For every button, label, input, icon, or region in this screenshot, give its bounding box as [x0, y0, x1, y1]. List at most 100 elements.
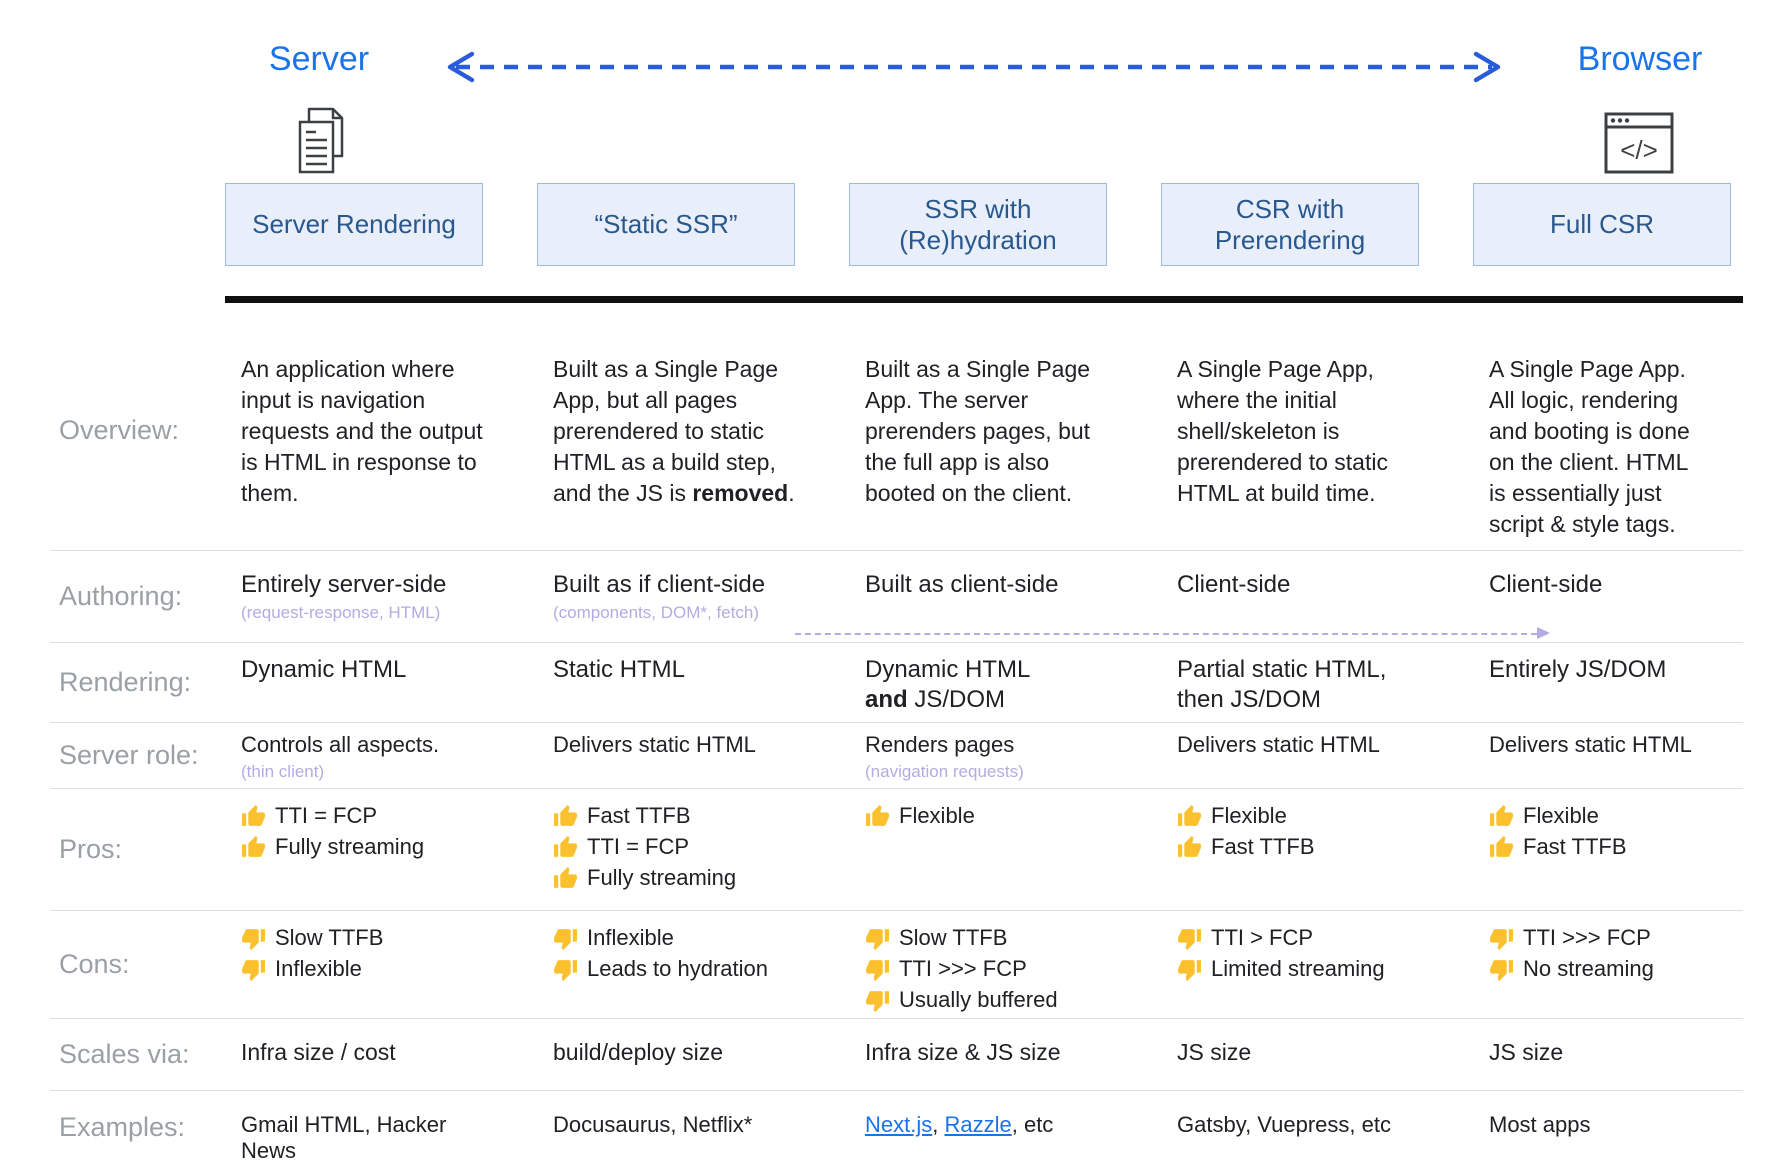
- authoring-note: (request-response, HTML): [241, 603, 441, 622]
- pros-list: Fast TTFB TTI = FCP Fully streaming: [553, 803, 815, 891]
- header-box-full-csr: Full CSR: [1473, 183, 1731, 266]
- rendering-text: Partial static HTML, then JS/DOM: [1177, 656, 1387, 713]
- pro-item: Flexible: [1177, 803, 1439, 829]
- server-role-cell-full-csr: Delivers static HTML: [1473, 723, 1743, 788]
- overview-text: Built as a Single Page App, but all page…: [553, 356, 795, 506]
- scales-text: JS size: [1489, 1039, 1564, 1065]
- con-label: Slow TTFB: [899, 925, 1008, 950]
- con-item: Slow TTFB: [241, 925, 503, 951]
- authoring-cell-csr-prerendering: Client-side: [1161, 551, 1473, 642]
- con-item: Usually buffered: [865, 987, 1127, 1013]
- thumbs-up-icon: [242, 835, 265, 857]
- rendering-cell-static-ssr: Static HTML: [537, 643, 849, 722]
- overview-text: A Single Page App, where the initial she…: [1177, 356, 1388, 506]
- overview-cell-ssr-rehydration: Built as a Single Page App. The server p…: [849, 310, 1161, 550]
- pro-label: Fast TTFB: [587, 803, 691, 828]
- pro-label: Flexible: [1211, 803, 1287, 828]
- pro-label: Flexible: [899, 803, 975, 828]
- con-item: Leads to hydration: [553, 956, 815, 982]
- con-label: TTI > FCP: [1211, 925, 1314, 950]
- con-item: Limited streaming: [1177, 956, 1439, 982]
- authoring-text: Built as client-side: [865, 571, 1059, 598]
- row-overview: Overview: An application where input is …: [50, 310, 1743, 550]
- overview-text: Built as a Single Page App. The server p…: [865, 356, 1091, 506]
- thumbs-up-icon: [1490, 804, 1513, 826]
- thumbs-up-icon: [554, 835, 577, 857]
- cons-cell-csr-prerendering: TTI > FCP Limited streaming: [1161, 911, 1473, 1018]
- pros-list: Flexible Fast TTFB: [1489, 803, 1709, 860]
- thumbs-up-icon: [1178, 835, 1201, 857]
- scales-cell-ssr-rehydration: Infra size & JS size: [849, 1019, 1161, 1090]
- row-label-authoring: Authoring:: [59, 581, 183, 611]
- row-label-cons: Cons:: [59, 949, 130, 979]
- example-link[interactable]: Razzle: [944, 1112, 1012, 1137]
- pro-label: Fast TTFB: [1211, 834, 1315, 859]
- authoring-cell-server-rendering: Entirely server-side (request-response, …: [225, 551, 537, 642]
- server-role-cell-ssr-rehydration: Renders pages (navigation requests): [849, 723, 1161, 788]
- document-pages-icon: [298, 107, 344, 174]
- examples-cell-static-ssr: Docusaurus, Netflix*: [537, 1091, 849, 1164]
- thumbs-up-icon: [1490, 835, 1513, 857]
- server-role-text: Renders pages: [865, 732, 1015, 757]
- con-label: Limited streaming: [1211, 956, 1385, 981]
- thumbs-up-icon: [554, 804, 577, 826]
- pro-item: Fully streaming: [553, 865, 815, 891]
- row-label-pros: Pros:: [59, 834, 123, 864]
- overview-text: A Single Page App. All logic, rendering …: [1489, 356, 1690, 537]
- pro-item: TTI = FCP: [553, 834, 815, 860]
- thumbs-down-icon: [1178, 959, 1201, 981]
- row-examples: Examples: Gmail HTML, Hacker News Docusa…: [50, 1090, 1743, 1163]
- cons-cell-ssr-rehydration: Slow TTFB TTI >>> FCP Usually buffered: [849, 911, 1161, 1018]
- example-link[interactable]: Next.js: [865, 1112, 933, 1137]
- thumbs-up-icon: [554, 866, 577, 888]
- pros-cell-server-rendering: TTI = FCP Fully streaming: [225, 789, 537, 910]
- cons-cell-full-csr: TTI >>> FCP No streaming: [1473, 911, 1743, 1018]
- pro-label: Fast TTFB: [1523, 834, 1627, 859]
- con-label: Leads to hydration: [587, 956, 769, 981]
- pro-item: Flexible: [1489, 803, 1709, 829]
- pros-cell-static-ssr: Fast TTFB TTI = FCP Fully streaming: [537, 789, 849, 910]
- examples-text: Next.js, Razzle, etc: [865, 1112, 1054, 1137]
- examples-cell-full-csr: Most apps: [1473, 1091, 1743, 1164]
- thumbs-down-icon: [1490, 959, 1513, 981]
- server-role-cell-csr-prerendering: Delivers static HTML: [1161, 723, 1473, 788]
- con-item: Inflexible: [241, 956, 503, 982]
- con-label: No streaming: [1523, 956, 1654, 981]
- con-label: TTI >>> FCP: [1523, 925, 1651, 950]
- thumbs-down-icon: [1490, 928, 1513, 950]
- thumbs-down-icon: [242, 959, 265, 981]
- rendering-text: Dynamic HTML and JS/DOM: [865, 656, 1031, 713]
- thumbs-down-icon: [242, 928, 265, 950]
- cons-list: Slow TTFB TTI >>> FCP Usually buffered: [865, 925, 1127, 1013]
- authoring-text: Client-side: [1177, 571, 1291, 598]
- row-label-scales-via: Scales via:: [59, 1039, 190, 1069]
- pro-item: Fast TTFB: [1489, 834, 1709, 860]
- overview-cell-server-rendering: An application where input is navigation…: [225, 310, 537, 550]
- con-item: Inflexible: [553, 925, 815, 951]
- pro-item: TTI = FCP: [241, 803, 503, 829]
- approach-header-row: Server Rendering “Static SSR” SSR with (…: [225, 183, 1731, 266]
- cons-cell-static-ssr: Inflexible Leads to hydration: [537, 911, 849, 1018]
- examples-cell-csr-prerendering: Gatsby, Vuepress, etc: [1161, 1091, 1473, 1164]
- server-role-cell-static-ssr: Delivers static HTML: [537, 723, 849, 788]
- pro-label: Fully streaming: [275, 834, 425, 859]
- con-item: No streaming: [1489, 956, 1709, 982]
- thumbs-down-icon: [554, 928, 577, 950]
- authoring-cell-full-csr: Client-side: [1473, 551, 1743, 642]
- pros-cell-csr-prerendering: Flexible Fast TTFB: [1161, 789, 1473, 910]
- server-role-note: (thin client): [241, 762, 325, 781]
- authoring-text: Entirely server-side: [241, 571, 447, 598]
- server-browser-arrow: [447, 51, 1501, 83]
- con-label: Inflexible: [275, 956, 362, 981]
- table-top-divider: [225, 296, 1743, 303]
- thumbs-down-icon: [866, 990, 889, 1012]
- overview-cell-full-csr: A Single Page App. All logic, rendering …: [1473, 310, 1743, 550]
- pros-cell-ssr-rehydration: Flexible: [849, 789, 1161, 910]
- rendering-text: Dynamic HTML: [241, 656, 407, 683]
- authoring-text: Built as if client-side: [553, 571, 766, 598]
- server-label: Server: [268, 40, 370, 78]
- pro-label: Fully streaming: [587, 865, 737, 890]
- row-label-rendering: Rendering:: [59, 667, 192, 697]
- server-role-cell-server-rendering: Controls all aspects. (thin client): [225, 723, 537, 788]
- scales-text: Infra size / cost: [241, 1039, 396, 1065]
